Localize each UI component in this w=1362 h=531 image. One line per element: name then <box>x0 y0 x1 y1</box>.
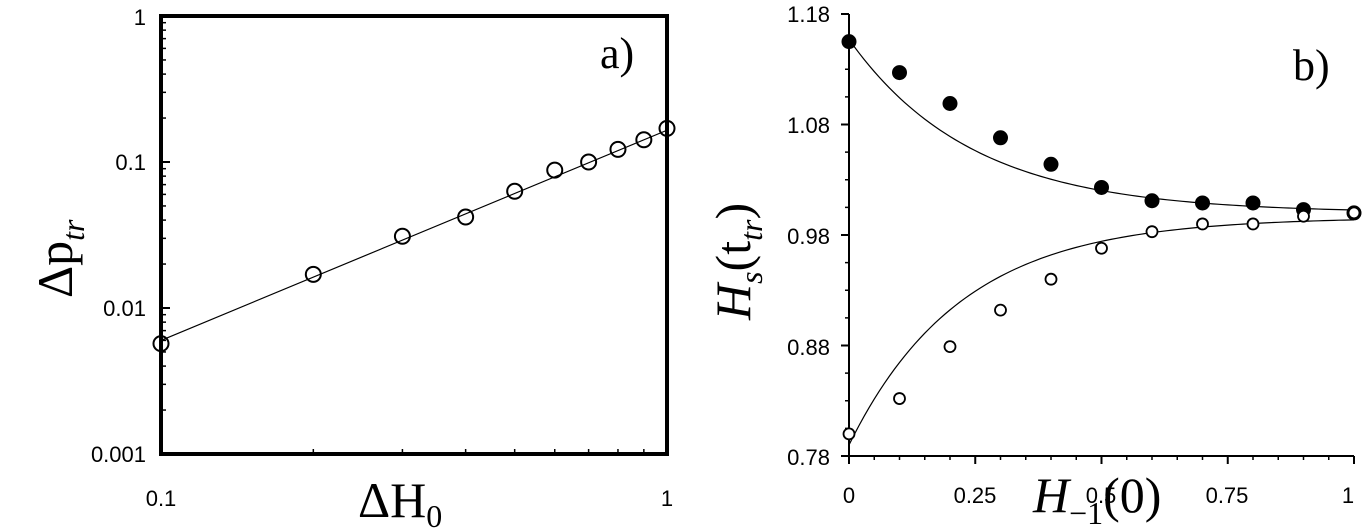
panel-b-ticks <box>841 13 1355 464</box>
b-x-tick-label-0: 0 <box>843 483 855 508</box>
b-y-tick-label-4: 1.18 <box>787 2 830 27</box>
b-filled-point <box>1144 193 1160 209</box>
b-fit-curve-1 <box>848 219 1355 446</box>
a-fit-line <box>160 129 668 341</box>
a-data-point <box>580 153 598 171</box>
b-open-point <box>1044 272 1058 286</box>
b-open-point <box>893 392 906 405</box>
b-y-tick-label-1: 0.88 <box>787 335 830 360</box>
b-y-tick-label-0: 0.78 <box>787 445 830 470</box>
b-y-title-sub: s <box>733 271 769 283</box>
b-y-title-main: H <box>705 281 761 321</box>
panel-b-points <box>841 34 1362 441</box>
b-filled-point <box>1195 195 1210 211</box>
b-filled-point <box>892 65 907 81</box>
b-filled-point <box>841 34 857 50</box>
a-x-title-sub: 0 <box>426 498 442 531</box>
panel-a-fit-line <box>160 129 668 341</box>
a-data-point <box>658 119 676 137</box>
b-open-point <box>943 340 957 354</box>
b-open-point <box>1246 217 1260 231</box>
b-y-tick-label-3: 1.08 <box>787 113 830 138</box>
a-x-axis-title: ΔH0 <box>358 472 442 531</box>
b-open-point <box>1347 206 1361 220</box>
a-y-tick-label-3: 1 <box>134 5 146 30</box>
a-y-tick-label-1: 0.01 <box>103 296 146 321</box>
b-y-axis-title: Hs(ttr) <box>705 203 769 321</box>
b-y-title-sub2: tr <box>733 219 769 241</box>
b-open-point <box>1095 241 1108 255</box>
b-x-tick-label-1: 0.25 <box>954 483 997 508</box>
a-data-point <box>609 140 627 158</box>
panel-a: a) 0.1 1 0.001 0.01 0.1 1 ΔH0 Δptr <box>27 5 676 531</box>
a-y-tick-label-0: 0.001 <box>91 442 146 467</box>
b-x-title-main: H <box>1032 467 1072 523</box>
b-x-tick-label-3: 0.75 <box>1206 483 1249 508</box>
b-filled-point <box>1094 179 1109 195</box>
b-x-tick-label-4: 1 <box>1342 483 1354 508</box>
a-data-point <box>546 161 564 179</box>
panel-b: b) 0 0.25 0.5 0.75 1 0.78 0.88 0.98 1.08… <box>705 2 1362 531</box>
a-data-point <box>635 131 653 149</box>
a-data-point <box>457 208 475 226</box>
panel-a-points <box>152 119 676 353</box>
panel-a-label: a) <box>600 29 634 78</box>
b-filled-point <box>993 130 1008 146</box>
a-y-title-main: Δp <box>27 241 83 298</box>
b-x-title-sub: −1 <box>1069 495 1103 531</box>
a-y-title-sub: tr <box>55 219 91 241</box>
b-y-title-close: ) <box>705 203 761 220</box>
a-data-point <box>152 335 170 353</box>
a-x-tick-label-1: 1 <box>661 486 673 511</box>
b-filled-point <box>942 96 958 112</box>
a-y-axis-title: Δptr <box>27 219 91 298</box>
a-data-point <box>304 265 322 283</box>
b-filled-point <box>1245 195 1261 211</box>
b-filled-point <box>1043 156 1059 172</box>
b-open-point <box>1297 209 1310 223</box>
panel-a-frame <box>159 14 669 456</box>
a-x-title-main: ΔH <box>358 472 426 528</box>
b-y-title-suffix: (t <box>705 241 761 272</box>
b-x-axis-title: H−1(0) <box>1032 467 1161 531</box>
a-y-tick-label-2: 0.1 <box>115 150 146 175</box>
a-data-point <box>393 227 411 245</box>
a-x-tick-label-0: 0.1 <box>146 486 177 511</box>
b-open-point <box>1196 217 1209 231</box>
a-data-point <box>506 182 524 200</box>
b-x-tick-label-2: 0.5 <box>1086 483 1117 508</box>
b-y-tick-label-2: 0.98 <box>787 224 830 249</box>
panel-b-label: b) <box>1293 41 1330 90</box>
b-x-title-suffix: (0) <box>1103 467 1161 523</box>
panel-a-ticks <box>161 15 645 455</box>
b-open-point <box>1145 225 1159 239</box>
b-open-point <box>842 427 856 441</box>
b-open-point <box>994 303 1007 317</box>
